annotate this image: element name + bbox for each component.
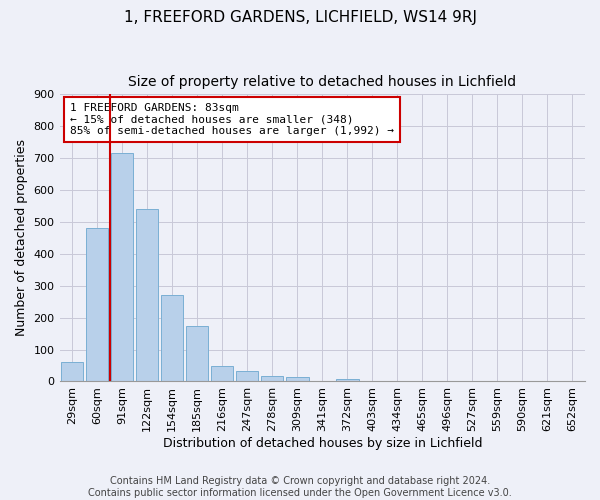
Text: 1, FREEFORD GARDENS, LICHFIELD, WS14 9RJ: 1, FREEFORD GARDENS, LICHFIELD, WS14 9RJ	[124, 10, 476, 25]
Y-axis label: Number of detached properties: Number of detached properties	[15, 140, 28, 336]
Bar	[136, 209, 158, 382]
Text: 1 FREEFORD GARDENS: 83sqm
← 15% of detached houses are smaller (348)
85% of semi: 1 FREEFORD GARDENS: 83sqm ← 15% of detac…	[70, 103, 394, 136]
Bar	[286, 377, 308, 382]
Bar	[186, 326, 208, 382]
Bar	[236, 371, 259, 382]
Bar	[261, 376, 283, 382]
Text: Contains HM Land Registry data © Crown copyright and database right 2024.
Contai: Contains HM Land Registry data © Crown c…	[88, 476, 512, 498]
Bar	[61, 362, 83, 382]
Bar	[86, 228, 109, 382]
X-axis label: Distribution of detached houses by size in Lichfield: Distribution of detached houses by size …	[163, 437, 482, 450]
Bar	[111, 154, 133, 382]
Bar	[211, 366, 233, 382]
Bar	[161, 296, 184, 382]
Title: Size of property relative to detached houses in Lichfield: Size of property relative to detached ho…	[128, 75, 517, 89]
Bar	[336, 379, 359, 382]
